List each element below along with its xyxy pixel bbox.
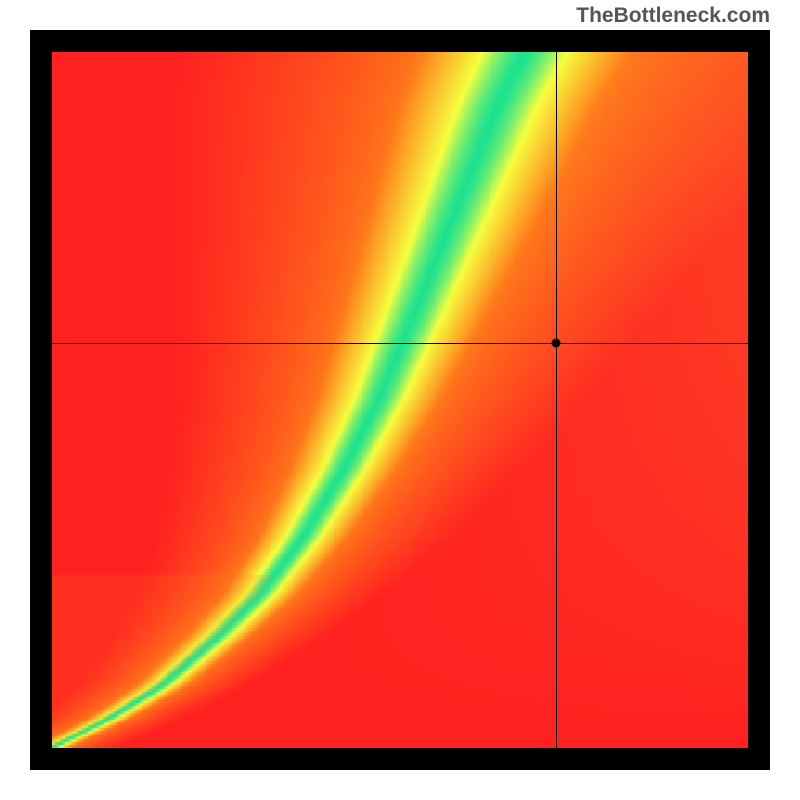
crosshair-vertical bbox=[556, 52, 557, 748]
chart-outer-frame bbox=[30, 30, 770, 770]
heatmap-canvas bbox=[52, 52, 748, 748]
crosshair-marker bbox=[551, 338, 560, 347]
page-root: TheBottleneck.com bbox=[0, 0, 800, 800]
watermark-text: TheBottleneck.com bbox=[576, 4, 770, 28]
chart-inner bbox=[52, 52, 748, 748]
crosshair-horizontal bbox=[52, 343, 748, 344]
